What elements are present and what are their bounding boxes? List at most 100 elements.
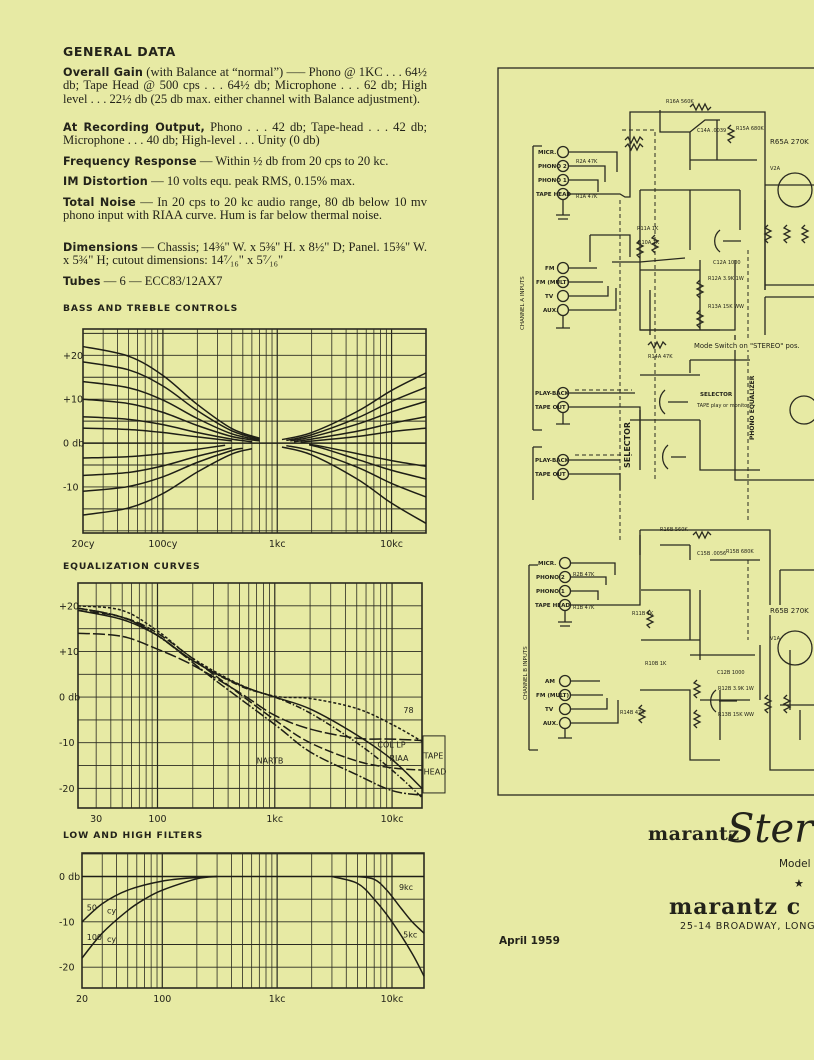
label-r15a: R15A 680K: [736, 126, 764, 132]
label-mode: Mode Switch on "STEREO" pos.: [694, 342, 800, 350]
label-r13b: R13B 15K WW: [718, 712, 754, 718]
label-micr: MICR.: [538, 150, 556, 156]
label-r14a: R14A 47K: [648, 354, 673, 360]
curve-label: TAPE: [423, 752, 444, 761]
series-line: [82, 448, 253, 516]
label-r13a: R13A 15K WW: [708, 304, 744, 310]
x-tick-label: 100: [153, 994, 171, 1005]
y-tick-label: 0 db: [63, 439, 84, 450]
series-line-50-cy: [81, 875, 218, 923]
y-tick-label: +10: [63, 395, 83, 406]
plot-frame: [77, 582, 423, 809]
y-tick-label: -10: [59, 738, 75, 749]
equalization-title: EQUALIZATION CURVES: [63, 561, 201, 572]
series-line: [82, 447, 232, 477]
curve-label: 5kc: [403, 931, 417, 940]
x-tick-label: 1kc: [269, 994, 286, 1005]
x-tick-label: 10kc: [381, 814, 404, 825]
model-label: Model: [779, 858, 811, 870]
series-line-5kc: [331, 875, 425, 977]
label-backing: [692, 340, 813, 350]
spec-im-distortion: IM Distortion — 10 volts equ. peak RMS, …: [63, 174, 427, 188]
label-r11a: R11A 1K: [637, 226, 659, 232]
label-tape-out: TAPE OUT: [535, 405, 566, 411]
label-r12a: R12A 3.9K 1W: [708, 276, 744, 282]
spec-total-noise: Total Noise — In 20 cps to 20 kc audio r…: [63, 195, 427, 223]
general-data-heading: GENERAL DATA: [63, 44, 176, 59]
spec-text: — Within ½ db from 20 cps to 20 kc.: [196, 154, 389, 168]
series-line: [290, 400, 427, 442]
company-address: 25-14 BROADWAY, LONG: [680, 921, 814, 932]
schematic-border: [497, 67, 814, 796]
label-phono2-b: PHONO 2: [536, 575, 565, 581]
y-tick-label: +10: [59, 647, 79, 658]
label-v2a: V2A: [770, 166, 781, 172]
label-am: AM: [545, 679, 555, 685]
curve-label: 9kc: [399, 883, 413, 892]
label-phono1: PHONO 1: [538, 178, 567, 184]
input-jacks-b: [558, 556, 572, 730]
spec-text: — Chassis; 14⅜" W. x 5⅜" H. x 8½" D; Pan…: [63, 240, 427, 268]
label-r10a: R10A 1K: [638, 240, 660, 246]
spec-text: Phono . . . 42 db; Tape-head . . . 42 db…: [63, 120, 427, 148]
tube-v1a: [777, 630, 813, 666]
label-r2b: R2B 47K: [573, 572, 595, 578]
label-phono-equalizer: PHONO EQUALIZER: [749, 375, 756, 440]
x-tick-label: 10kc: [381, 994, 404, 1005]
brand-script-logo: Ster: [727, 806, 814, 852]
curve-label: 78: [403, 706, 413, 715]
label-r15b: R15B 680K: [726, 549, 754, 555]
label-r1a: R1A 47K: [576, 194, 598, 200]
publication-date: April 1959: [499, 935, 560, 947]
star-icon: ★: [794, 878, 804, 890]
series-line: [82, 398, 260, 442]
label-selector-vertical: SELECTOR: [623, 422, 632, 468]
spec-label: At Recording Output,: [63, 121, 205, 134]
series-line: [300, 427, 427, 443]
label-selector: SELECTOR: [700, 392, 733, 398]
tube-v2a: [777, 172, 813, 208]
equalization-chart: +20 +10 0 db -10 -20 30 100 1kc 10kc 78 COL LP RIAA…: [59, 582, 447, 825]
label-r2a: R2A 47K: [576, 159, 598, 165]
y-tick-label: +20: [63, 351, 83, 362]
x-tick-label: 20cy: [72, 539, 95, 550]
series-line: [308, 444, 427, 480]
x-tick-label: 10kc: [380, 539, 403, 550]
label-r16a: R16A 560K: [666, 99, 694, 105]
curve-label: cy: [107, 935, 116, 944]
label-r11b: R11B 1K: [632, 611, 654, 617]
filters-title: LOW AND HIGH FILTERS: [63, 830, 204, 841]
plot-frame: [82, 328, 427, 534]
x-tick-label: 30: [90, 814, 102, 825]
company-name: marantz c: [669, 894, 802, 920]
series-line: [82, 427, 232, 442]
x-tick-label: 1kc: [266, 814, 283, 825]
spec-label: Total Noise: [63, 196, 136, 209]
label-tv-b: TV: [545, 707, 554, 713]
spec-overall-gain: Overall Gain (with Balance at “normal”) …: [63, 65, 427, 106]
x-tick-label: 20: [76, 994, 88, 1005]
spec-label: Dimensions: [63, 241, 139, 254]
series-line: [82, 447, 243, 493]
curve-label: HEAD: [424, 768, 447, 777]
series-line: [82, 361, 260, 440]
label-tape-head-b: TAPE HEAD: [535, 603, 570, 609]
spec-recording-output: At Recording Output, Phono . . . 42 db; …: [63, 120, 427, 148]
series-line: [82, 444, 226, 459]
spec-label: Overall Gain: [63, 66, 144, 79]
filters-chart: 0 db -10 -20 20 100 1kc 10kc 50 cy 100 cy 9kc 5kc: [59, 852, 425, 1005]
spec-label: Frequency Response: [63, 155, 197, 168]
label-channel-b: CHANNEL B INPUTS: [523, 646, 529, 700]
label-c12a: C12A 1000: [713, 260, 741, 266]
bass-treble-chart: +20 +10 0 db -10 20cy 100cy 1kc 10kc: [63, 328, 427, 550]
y-tick-label: -10: [59, 917, 75, 928]
label-fm-mult-b: FM (MULT): [536, 693, 569, 699]
label-aux-b: AUX.: [543, 721, 558, 727]
series-line: [293, 416, 427, 443]
series-line: [82, 415, 252, 443]
spec-label: Tubes: [63, 275, 101, 288]
label-tape-out-2: TAPE OUT: [535, 472, 566, 478]
series-line: [286, 444, 427, 498]
curve-label: 100: [87, 933, 102, 942]
label-r1b: R1B 47K: [573, 605, 595, 611]
